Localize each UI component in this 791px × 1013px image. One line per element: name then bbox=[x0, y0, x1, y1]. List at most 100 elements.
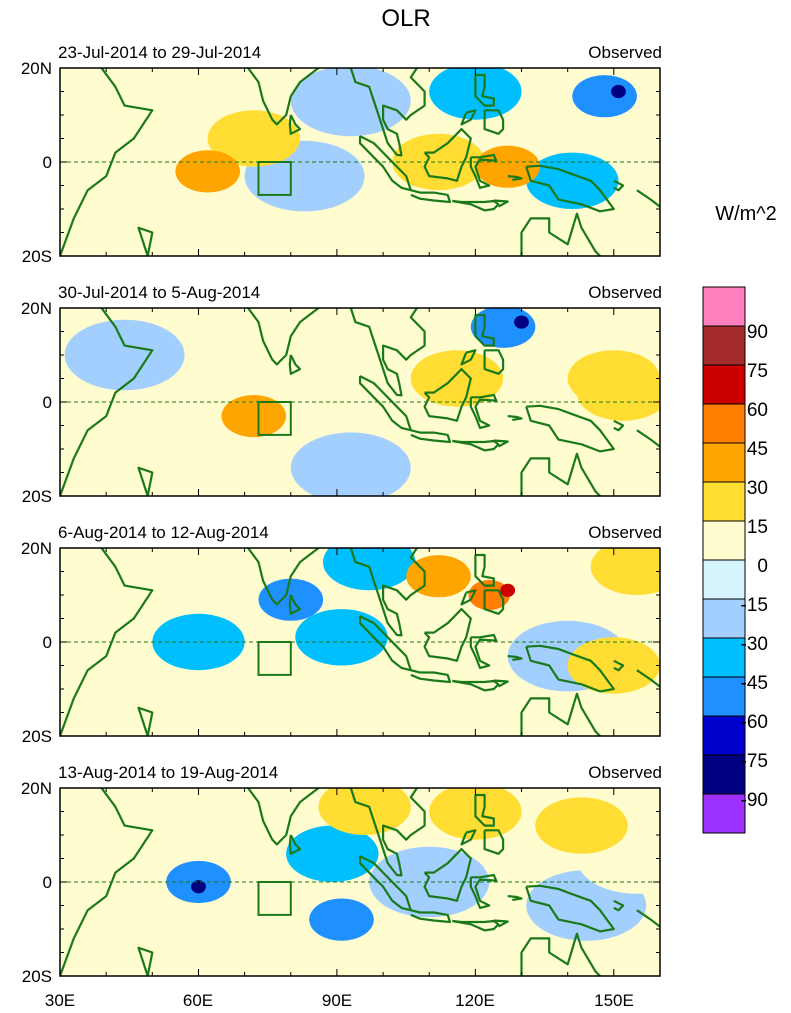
panel-1-coastline-5 bbox=[288, 114, 302, 135]
panel-1-coastlines bbox=[60, 68, 660, 256]
panel-1-overlay bbox=[59, 67, 661, 257]
panel-4-coastline-15 bbox=[525, 884, 615, 933]
panel-4-ytick-20n: 20N bbox=[21, 779, 52, 798]
panel-1-coastline-1 bbox=[60, 68, 154, 256]
panel-1-coastline-18 bbox=[636, 189, 660, 208]
panel-4-overlay bbox=[59, 787, 661, 977]
colorbar-labels: 90 75 60 45 30 15 0 -15 -30 -45 -60 -75 … bbox=[741, 322, 768, 811]
panel-2-anomaly-2 bbox=[290, 432, 411, 496]
colorbar-label-0: 0 bbox=[757, 556, 768, 577]
panel-4-coastline-1 bbox=[60, 788, 154, 976]
panel-3-coastline-20 bbox=[507, 655, 523, 661]
panel-1-coastline-2 bbox=[137, 226, 154, 256]
colorbar-label-60: 60 bbox=[747, 400, 768, 421]
panel-4-coastline-4 bbox=[246, 788, 321, 846]
panel-3-coastline-6 bbox=[349, 548, 426, 637]
colorbar-label-minus-15: -15 bbox=[741, 595, 768, 616]
panel-2-coastline-17 bbox=[613, 419, 625, 432]
panel-3-coastline-8 bbox=[410, 669, 452, 684]
panel-4-anomaly-4 bbox=[286, 825, 379, 882]
panel-3-ytick-20s: 20S bbox=[22, 727, 52, 746]
colorbar-label-minus-30: -30 bbox=[741, 634, 768, 655]
chart-title: OLR bbox=[381, 5, 430, 32]
panel-2-anomaly-5 bbox=[576, 364, 660, 421]
panel-2-coastline-1 bbox=[60, 308, 154, 496]
colorbar-label-minus-45: -45 bbox=[741, 673, 768, 694]
panel-2-coastline-9 bbox=[452, 439, 500, 452]
colorbar-label-15: 15 bbox=[747, 517, 768, 538]
panel-2-coastline-14 bbox=[460, 349, 477, 366]
panel-1-coastline-13 bbox=[483, 109, 505, 135]
panel-3-coastline-14 bbox=[460, 589, 477, 606]
colorbar-swatch-14 bbox=[702, 793, 746, 834]
panel-1-anomaly-6 bbox=[526, 152, 619, 209]
colorbar-swatch-10 bbox=[702, 637, 746, 678]
xtick-30e: 30E bbox=[45, 991, 75, 1010]
panel-1-ytick-20s: 20S bbox=[22, 247, 52, 266]
panel-4-coastline-2 bbox=[137, 946, 154, 976]
colorbar-label-minus-90: -90 bbox=[741, 790, 768, 811]
panel-3-ytick-0: 0 bbox=[43, 633, 52, 652]
panel-2-anomaly-9 bbox=[514, 315, 529, 329]
panel-1-anomaly-9 bbox=[572, 75, 637, 118]
panel-2-coastline-20 bbox=[507, 415, 523, 421]
panel-1-ytick-0: 0 bbox=[43, 153, 52, 172]
panel-4-ytick-20s: 20S bbox=[22, 967, 52, 986]
panel-2-coastline-21 bbox=[493, 439, 509, 448]
panel-4-coastline-6 bbox=[349, 788, 426, 877]
panel-3-anomaly-5 bbox=[590, 548, 660, 595]
panel-2-coastline-12 bbox=[474, 314, 495, 347]
colorbar-label-minus-75: -75 bbox=[741, 751, 768, 772]
map-panel-1: 23-Jul-2014 to 29-Jul-2014 Observed 20N … bbox=[21, 43, 662, 266]
panel-4-label: Observed bbox=[588, 763, 662, 782]
colorbar-swatch-4 bbox=[702, 403, 746, 444]
panel-3-coastline-1 bbox=[60, 548, 154, 736]
panel-2-coastline-11 bbox=[469, 393, 498, 429]
panel-1-coastline-9 bbox=[452, 199, 500, 212]
xtick-150e: 150E bbox=[594, 991, 634, 1010]
panel-1-coastline-11 bbox=[469, 153, 498, 189]
panel-1-coastline-10 bbox=[423, 128, 472, 182]
colorbar-swatch-3 bbox=[702, 364, 746, 405]
panel-1-coastline-12 bbox=[474, 73, 495, 107]
colorbar-label-75: 75 bbox=[747, 361, 768, 382]
panel-2-region-box bbox=[257, 401, 292, 436]
panel-2-anomalies bbox=[64, 308, 660, 496]
panel-3-anomaly-9 bbox=[468, 580, 511, 610]
panel-3-coastlines bbox=[60, 548, 660, 736]
panel-1-label: Observed bbox=[588, 43, 662, 62]
panel-4-coastline-11 bbox=[469, 873, 498, 909]
colorbar-label-minus-60: -60 bbox=[741, 712, 768, 733]
panel-4-coastline-5 bbox=[288, 834, 302, 855]
panel-1-coastline-21 bbox=[493, 199, 509, 208]
panel-2-coastline-10 bbox=[423, 368, 472, 422]
panel-3-coastline-17 bbox=[613, 659, 625, 672]
panel-3-region-box bbox=[257, 641, 292, 676]
panel-2-coastline-13 bbox=[483, 349, 505, 375]
panel-3-coastline-13 bbox=[483, 589, 505, 615]
panel-2-coastline-18 bbox=[636, 429, 660, 448]
panel-4-coastlines bbox=[60, 788, 660, 976]
map-panel-2: 30-Jul-2014 to 5-Aug-2014 Observed 20N 0… bbox=[21, 283, 662, 506]
panel-4-anomaly-10 bbox=[191, 880, 206, 894]
panel-3-coastline-15 bbox=[525, 644, 615, 693]
panel-4-anomaly-7 bbox=[535, 797, 628, 854]
xtick-90e: 90E bbox=[322, 991, 352, 1010]
panel-2-anomaly-3 bbox=[272, 308, 393, 367]
panel-3-anomaly-6 bbox=[323, 548, 416, 591]
colorbar-swatch-1 bbox=[702, 286, 746, 327]
panel-2-coastline-16 bbox=[520, 452, 601, 496]
colorbar-swatch-8 bbox=[702, 559, 746, 600]
panel-4-region-box bbox=[257, 881, 292, 916]
panel-3-coastline-4 bbox=[246, 548, 321, 606]
panel-1-coastline-17 bbox=[613, 179, 625, 192]
panel-1-coastline-6 bbox=[349, 68, 426, 157]
panel-3-coastline-18 bbox=[636, 669, 660, 688]
panel-3-coastline-2 bbox=[137, 706, 154, 736]
colorbar-swatch-12 bbox=[702, 715, 746, 756]
panel-4-coastline-17 bbox=[613, 899, 625, 912]
panel-2-ytick-20n: 20N bbox=[21, 299, 52, 318]
colorbar-label-90: 90 bbox=[747, 322, 768, 343]
panel-4-coastline-9 bbox=[452, 919, 500, 932]
panel-2-anomaly-8 bbox=[221, 395, 287, 438]
